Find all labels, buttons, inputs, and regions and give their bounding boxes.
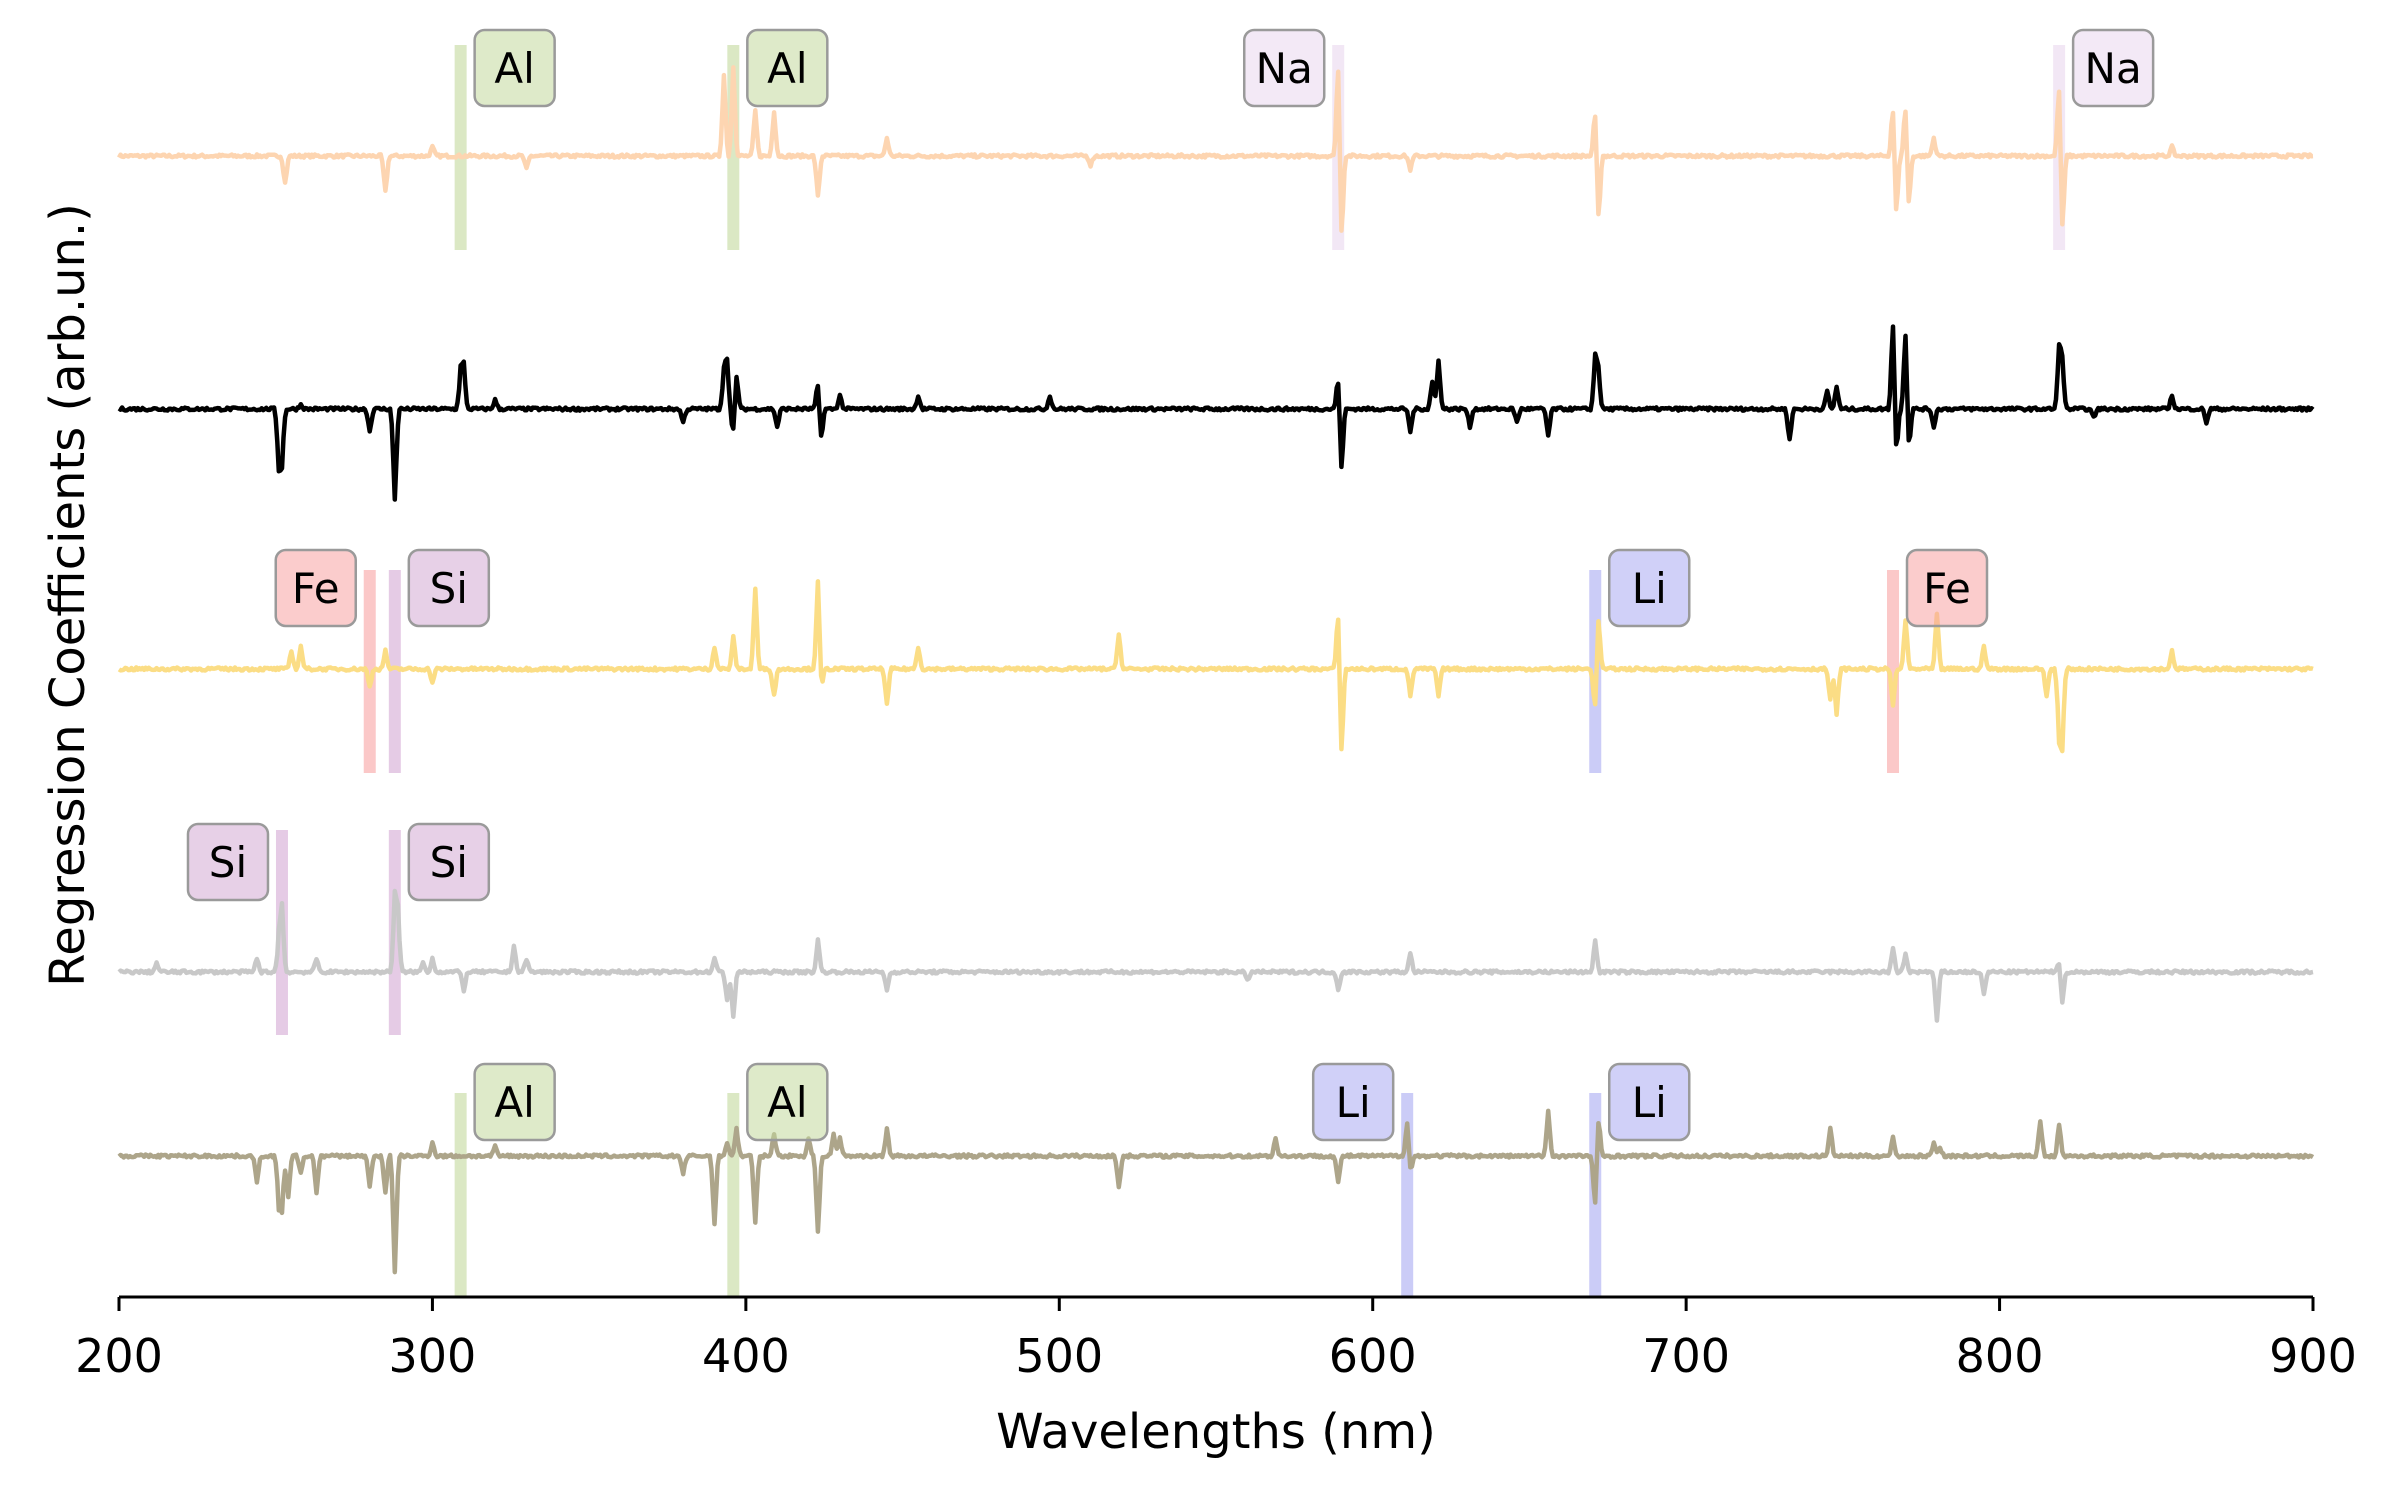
x-axis: 200 300 400 500 600 700 800 900 (75, 1295, 2357, 1383)
x-tick-label: 600 (1329, 1329, 1417, 1383)
element-label-box (746, 1062, 829, 1142)
series-line-1 (117, 65, 2314, 233)
x-tick-label: 800 (1956, 1329, 2044, 1383)
element-label-badge: Si (407, 548, 491, 628)
x-tick-label: 200 (75, 1329, 163, 1383)
element-label-badge: Fe (274, 548, 357, 628)
element-marker-fe (1887, 570, 1900, 773)
element-label-badge: Al (746, 1062, 829, 1142)
element-label-box (1311, 1062, 1395, 1142)
x-tick-label: 300 (389, 1329, 477, 1383)
series-line-5 (117, 1108, 2315, 1275)
element-label-box (1607, 1062, 1691, 1142)
series-line-2 (117, 324, 2315, 502)
element-marker-si (388, 570, 401, 773)
x-tick-label: 900 (2269, 1329, 2357, 1383)
element-label-badge: Al (746, 28, 829, 108)
element-label-badge: Li (1607, 548, 1691, 628)
element-label-text: Na (2085, 44, 2142, 93)
element-label-badge: Li (1607, 1062, 1691, 1142)
x-axis-title: Wavelengths (nm) (996, 1404, 1436, 1460)
element-label-box (186, 822, 270, 902)
element-marker-fe (363, 570, 376, 773)
element-label-badge: Al (473, 1062, 556, 1142)
element-label-text: Al (494, 1078, 534, 1127)
element-label-box (274, 548, 357, 628)
element-label-text: Li (1632, 564, 1667, 613)
element-label-badge: Li (1311, 1062, 1395, 1142)
element-label-box (407, 548, 491, 628)
element-marker-al (727, 1093, 740, 1297)
element-label-badge: Na (1242, 28, 1326, 108)
x-tick-label: 700 (1642, 1329, 1730, 1383)
element-label-box (1905, 548, 1989, 628)
element-label-badge: Fe (1905, 548, 1989, 628)
element-marker-al (454, 45, 467, 250)
element-label-text: Al (767, 1078, 807, 1127)
element-label-text: Al (494, 44, 534, 93)
element-label-text: Li (1632, 1078, 1667, 1127)
element-label-badge: Si (407, 822, 491, 902)
series-line-3 (117, 579, 2314, 754)
element-labels: Al Al Na Na Fe Si Li Fe Si Si Al Al Li Li (186, 28, 2155, 1142)
element-label-box (473, 28, 556, 108)
x-tick-label: 500 (1015, 1329, 1103, 1383)
element-label-text: Na (1256, 44, 1313, 93)
element-label-box (2071, 28, 2155, 108)
element-marker-al (454, 1093, 467, 1297)
element-label-box (1607, 548, 1691, 628)
x-tick-label: 400 (702, 1329, 790, 1383)
element-label-text: Fe (1923, 564, 1971, 613)
spectra-series (117, 65, 2315, 1275)
element-label-box (473, 1062, 556, 1142)
element-label-text: Li (1336, 1078, 1371, 1127)
element-label-box (746, 28, 829, 108)
series-line-4 (117, 888, 2314, 1023)
element-label-badge: Al (473, 28, 556, 108)
element-label-text: Fe (292, 564, 340, 613)
element-label-text: Si (430, 838, 468, 887)
element-label-text: Si (209, 838, 247, 887)
element-label-badge: Na (2071, 28, 2155, 108)
element-label-badge: Si (186, 822, 270, 902)
y-axis-title: Regression Coefficients (arb.un.) (40, 203, 96, 987)
element-label-text: Si (430, 564, 468, 613)
element-label-box (407, 822, 491, 902)
element-label-box (1242, 28, 1326, 108)
element-label-text: Al (767, 44, 807, 93)
